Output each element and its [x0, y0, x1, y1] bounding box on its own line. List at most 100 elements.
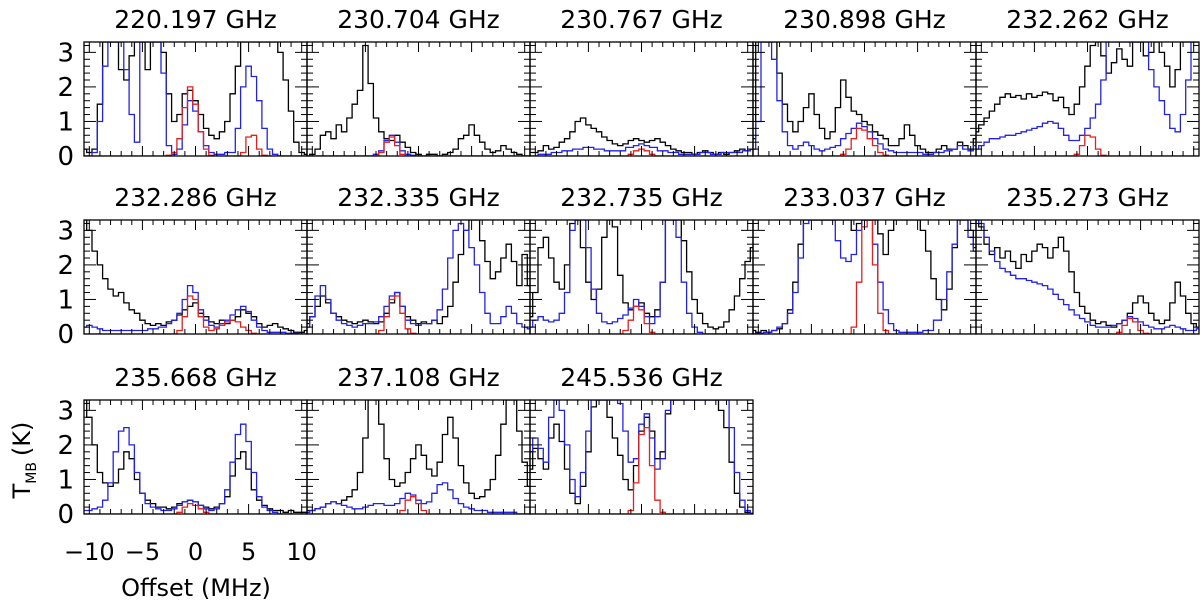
panel-title: 230.767 GHz	[560, 5, 723, 34]
panel-frame	[529, 219, 754, 335]
model-total-line	[84, 284, 307, 334]
model-total-line	[976, 42, 1199, 150]
panel-ticks	[307, 400, 530, 515]
panel-ticks	[84, 400, 307, 515]
model-species-line	[976, 134, 1199, 156]
model-total-line	[307, 222, 530, 330]
panel-title: 232.286 GHz	[114, 183, 277, 212]
panel-ticks	[976, 42, 1199, 157]
model-total-line	[307, 482, 530, 514]
spectrum-panel: 235.273 GHz	[975, 183, 1200, 335]
panel-title: 237.108 GHz	[337, 363, 500, 392]
y-tick-label: 0	[57, 320, 74, 350]
y-tick-label: 0	[57, 142, 74, 172]
panel-ticks	[530, 220, 753, 335]
panel-ticks	[530, 400, 753, 515]
model-species-line	[84, 502, 307, 514]
panel-ticks	[976, 220, 1199, 335]
panel-title: 232.335 GHz	[337, 183, 500, 212]
model-species-line	[753, 127, 976, 156]
observed-spectrum-line	[976, 220, 1199, 328]
model-species-line	[84, 295, 307, 334]
model-species-line	[753, 220, 976, 334]
spectrum-panel: 230.898 GHz	[752, 5, 977, 157]
panel-title: 235.668 GHz	[114, 363, 277, 392]
spectrum-panel: 237.108 GHz	[306, 363, 531, 515]
panel-frame	[752, 41, 977, 157]
y-axis-label: TMB (K)	[8, 422, 40, 500]
panel-frame	[83, 219, 308, 335]
y-tick-label: 2	[57, 251, 74, 281]
model-species-line	[307, 136, 530, 156]
observed-spectrum-line	[84, 400, 307, 513]
spectrum-panel: 230.767 GHz	[529, 5, 754, 157]
panel-ticks	[307, 42, 530, 157]
panel-frame	[529, 399, 754, 515]
model-species-line	[307, 496, 530, 514]
x-tick-label: −5	[125, 538, 160, 566]
model-species-line	[976, 317, 1199, 334]
spectrum-panel: 232.262 GHz	[975, 5, 1200, 157]
panel-ticks	[84, 42, 307, 157]
model-total-line	[84, 423, 307, 514]
model-total-line	[753, 42, 976, 155]
model-total-line	[753, 220, 976, 334]
spectrum-panel: 230.704 GHz	[306, 5, 531, 157]
panel-frame	[975, 41, 1200, 157]
observed-spectrum-line	[84, 42, 307, 155]
y-tick-label: 2	[57, 73, 74, 103]
spectrum-panel: 235.668 GHz 0 1 2 3	[57, 363, 308, 530]
observed-spectrum-line	[753, 42, 976, 154]
model-total-line	[84, 42, 307, 156]
x-tick-label: −10	[64, 538, 115, 566]
panel-frame	[83, 41, 308, 157]
y-axis-label-unit: (K)	[8, 422, 36, 456]
panel-ticks	[530, 42, 753, 157]
model-species-line	[307, 295, 530, 334]
observed-spectrum-line	[530, 400, 753, 514]
panel-frame	[83, 399, 308, 515]
spectrum-panel: 233.037 GHz	[752, 183, 977, 335]
y-axis-label-symbol: T	[8, 483, 36, 499]
observed-spectrum-line	[307, 400, 530, 512]
observed-spectrum-line	[307, 220, 530, 325]
y-tick-label: 1	[57, 107, 74, 137]
x-tick-label: 0	[188, 538, 203, 566]
panel-ticks	[753, 220, 976, 335]
model-species-line	[530, 426, 753, 514]
model-species-line	[84, 86, 307, 156]
panel-title: 230.898 GHz	[783, 5, 946, 34]
panel-ticks	[307, 220, 530, 335]
observed-spectrum-line	[84, 220, 307, 333]
panel-title: 245.536 GHz	[560, 363, 723, 392]
panel-frame	[306, 399, 531, 515]
y-tick-label: 1	[57, 465, 74, 495]
panel-ticks	[753, 42, 976, 157]
panel-title: 235.273 GHz	[1006, 183, 1169, 212]
panel-frame	[975, 219, 1200, 335]
x-tick-label: 5	[241, 538, 256, 566]
spectrum-panel: 245.536 GHz	[529, 363, 754, 515]
y-tick-label: 1	[57, 285, 74, 315]
spectrum-panel: 232.335 GHz	[306, 183, 531, 335]
panel-title: 220.197 GHz	[114, 5, 277, 34]
panel-frame	[306, 41, 531, 157]
panel-title: 230.704 GHz	[337, 5, 500, 34]
panel-frame	[752, 219, 977, 335]
panel-ticks	[84, 220, 307, 335]
y-tick-label: 3	[57, 216, 74, 246]
observed-spectrum-line	[753, 220, 976, 333]
model-total-line	[530, 220, 753, 334]
x-tick-labels: −10 −5 0 5 10	[64, 538, 317, 566]
panel-title: 232.262 GHz	[1006, 5, 1169, 34]
model-total-line	[976, 220, 1199, 332]
observed-spectrum-line	[976, 42, 1199, 133]
model-total-line	[530, 400, 753, 514]
observed-spectrum-line	[530, 220, 753, 330]
panel-title: 232.735 GHz	[560, 183, 723, 212]
y-tick-label: 0	[57, 500, 74, 530]
y-tick-label: 3	[57, 396, 74, 426]
panel-frame	[529, 41, 754, 157]
